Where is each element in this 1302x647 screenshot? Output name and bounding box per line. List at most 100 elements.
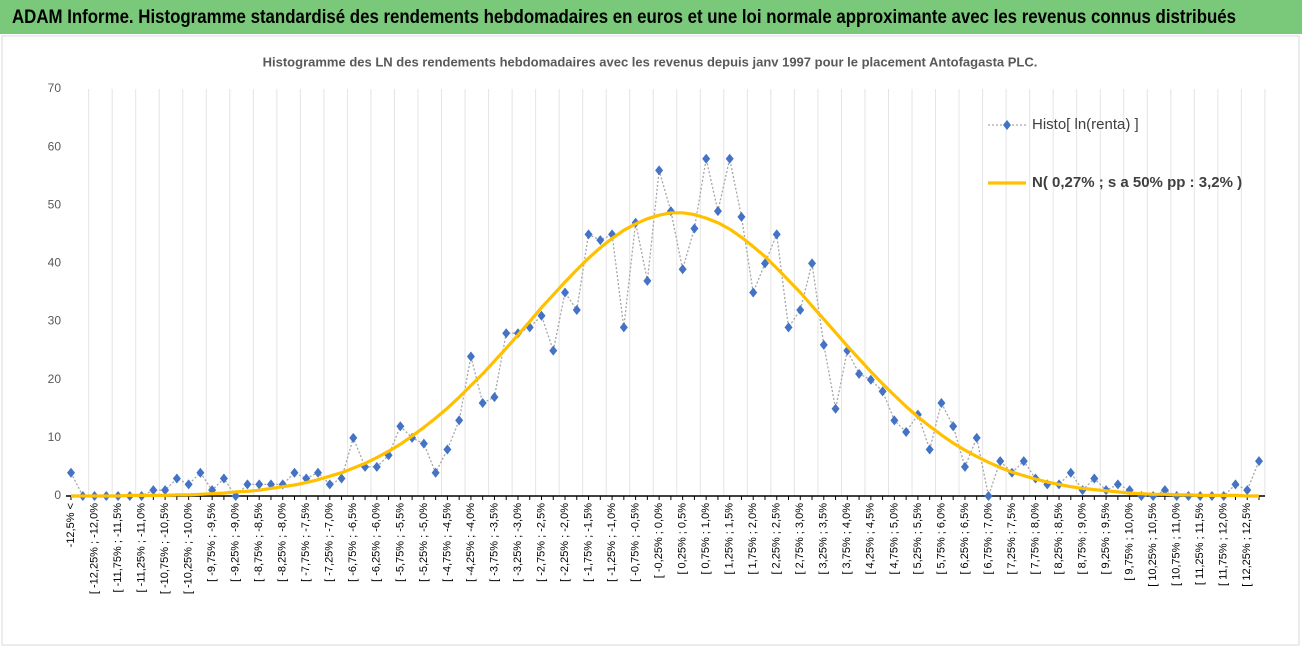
- data-point: [572, 304, 581, 315]
- x-tick-label: [ -8,25% ; -8,0%: [277, 503, 289, 582]
- header-banner: [0, 0, 1302, 34]
- data-point: [561, 287, 570, 298]
- x-tick-label: [ -9,25% ; -9,0%: [230, 503, 242, 582]
- data-point: [584, 229, 593, 240]
- y-tick-label: 30: [48, 314, 62, 328]
- x-tick-label: [ -7,25% ; -7,0%: [324, 503, 336, 582]
- x-tick-label: [ 5,25% ; 5,5%: [912, 503, 924, 575]
- x-tick-label: [ -5,25% ; -5,0%: [418, 503, 430, 582]
- x-tick-label: [ 11,75% ; 12,0%: [1218, 503, 1230, 586]
- x-tick-label: [ -3,75% ; -3,5%: [488, 503, 500, 582]
- x-tick-label: [ -3,25% ; -3,0%: [512, 503, 524, 582]
- y-tick-label: 20: [48, 372, 62, 386]
- x-tick-label: [ -6,25% ; -6,0%: [371, 503, 383, 582]
- x-tick-label: [ -6,75% ; -6,5%: [347, 503, 359, 582]
- data-point: [702, 153, 711, 164]
- data-point: [325, 479, 334, 490]
- data-point: [149, 485, 158, 496]
- data-point: [290, 467, 299, 478]
- x-tick-label: [ 0,25% ; 0,5%: [677, 503, 689, 575]
- data-point: [949, 421, 958, 432]
- data-point: [490, 392, 499, 403]
- x-tick-label: [ -1,25% ; -1,0%: [606, 503, 618, 582]
- x-tick-label: [ -10,75% ; -10,5%: [159, 503, 171, 594]
- x-tick-label: [ -4,25% ; -4,0%: [465, 503, 477, 582]
- data-point: [172, 473, 181, 484]
- x-tick-label: [ 12,25% ; 12,5%: [1241, 503, 1253, 587]
- x-tick-label: [ 4,75% ; 5,0%: [888, 503, 900, 575]
- x-tick-label: -12,5% <: [65, 503, 77, 547]
- x-tick-label: [ -5,75% ; -5,5%: [394, 503, 406, 582]
- x-tick-label: [ 2,25% ; 2,5%: [771, 503, 783, 575]
- y-tick-label: 70: [48, 81, 62, 95]
- x-tick-label: [ -4,75% ; -4,5%: [441, 503, 453, 582]
- y-tick-label: 40: [48, 256, 62, 270]
- x-tick-label: [ 1,75% ; 2,0%: [747, 503, 759, 575]
- data-point: [431, 467, 440, 478]
- data-point: [349, 432, 358, 443]
- x-tick-label: [ -11,75% ; -11,5%: [112, 503, 124, 593]
- x-tick-label: [ 10,25% ; 10,5%: [1147, 503, 1159, 587]
- data-point: [866, 374, 875, 385]
- x-tick-label: [ 10,75% ; 11,0%: [1171, 503, 1183, 586]
- data-point: [690, 223, 699, 234]
- data-point: [890, 415, 899, 426]
- data-point: [372, 461, 381, 472]
- data-point: [1243, 485, 1252, 496]
- data-point: [749, 287, 758, 298]
- x-tick-label: [ -10,25% ; -10,0%: [183, 503, 195, 594]
- data-point: [655, 165, 664, 176]
- data-point: [1019, 456, 1028, 467]
- data-point: [784, 322, 793, 333]
- x-tick-label: [ -0,75% ; -0,5%: [630, 503, 642, 582]
- data-point: [643, 275, 652, 286]
- x-tick-label: [ 2,75% ; 3,0%: [794, 503, 806, 575]
- data-point: [772, 229, 781, 240]
- legend-label: Histo[ ln(renta) ]: [1032, 116, 1139, 133]
- x-tick-label: [ -1,75% ; -1,5%: [582, 503, 594, 582]
- legend: [962, 94, 1290, 210]
- legend-label: N( 0,27% ; s a 50% pp : 3,2% ): [1032, 174, 1242, 191]
- x-tick-label: [ -7,75% ; -7,5%: [300, 503, 312, 582]
- data-point: [455, 415, 464, 426]
- data-point: [855, 368, 864, 379]
- data-point: [184, 479, 193, 490]
- x-tick-label: [ -9,75% ; -9,5%: [206, 503, 218, 582]
- data-point: [1231, 479, 1240, 490]
- data-point: [537, 310, 546, 321]
- x-tick-label: [ 9,25% ; 9,5%: [1100, 503, 1112, 575]
- x-tick-label: [ -2,25% ; -2,0%: [559, 503, 571, 582]
- x-tick-label: [ 1,25% ; 1,5%: [724, 503, 736, 575]
- x-tick-label: [ 8,25% ; 8,5%: [1053, 503, 1065, 575]
- data-point: [831, 403, 840, 414]
- data-point: [478, 397, 487, 408]
- data-point: [737, 211, 746, 222]
- x-tick-label: [ 7,75% ; 8,0%: [1029, 503, 1041, 575]
- x-tick-label: [ 3,25% ; 3,5%: [818, 503, 830, 575]
- data-point: [972, 432, 981, 443]
- x-tick-label: [ -11,25% ; -11,0%: [135, 503, 147, 593]
- data-point: [925, 444, 934, 455]
- data-point: [796, 304, 805, 315]
- x-tick-label: [ 9,75% ; 10,0%: [1124, 503, 1136, 581]
- data-point: [937, 397, 946, 408]
- y-tick-label: 60: [48, 139, 62, 153]
- chart-title: Histogramme des LN des rendements hebdom…: [263, 54, 1038, 69]
- data-point: [808, 258, 817, 269]
- x-tick-label: [ -12,25% ; -12,0%: [88, 503, 100, 594]
- data-point: [1255, 456, 1263, 467]
- data-point: [243, 479, 252, 490]
- data-point: [502, 328, 511, 339]
- data-point: [314, 467, 323, 478]
- x-tick-label: [ 0,75% ; 1,0%: [700, 503, 712, 575]
- x-tick-label: [ 5,75% ; 6,0%: [935, 503, 947, 575]
- header-title: ADAM Informe. Histogramme standardisé de…: [12, 7, 1236, 28]
- data-point: [196, 467, 205, 478]
- x-tick-label: [ -2,75% ; -2,5%: [535, 503, 547, 582]
- data-point: [678, 264, 687, 275]
- legend-swatch: [1003, 120, 1011, 130]
- data-point: [419, 438, 428, 449]
- data-point: [984, 491, 993, 501]
- x-tick-label: [ 8,75% ; 9,0%: [1076, 503, 1088, 575]
